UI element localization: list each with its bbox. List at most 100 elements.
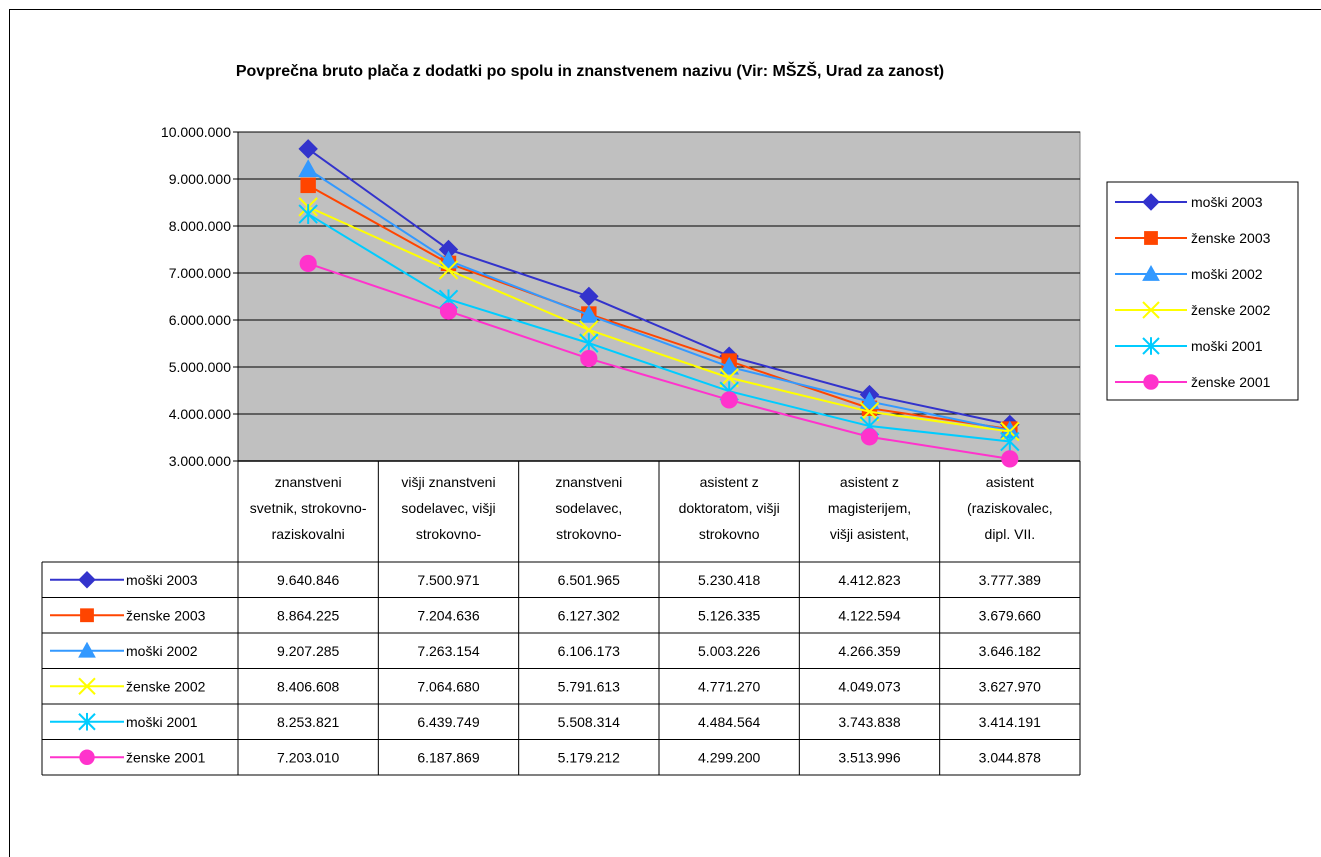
legend-entry: ženske 2001 (1115, 374, 1271, 390)
table-cell: 4.266.359 (838, 643, 900, 659)
legend-key-marker (1143, 374, 1159, 390)
legend-key-marker (1142, 264, 1160, 281)
table-cell: 3.627.970 (979, 678, 1041, 694)
series-line (307, 184, 1010, 431)
row-key-marker (79, 749, 95, 765)
category-label: asistent z (700, 474, 759, 490)
row-key-marker (78, 641, 96, 658)
data-point (719, 368, 739, 388)
legend-key-marker (1142, 193, 1160, 211)
data-point (300, 177, 316, 194)
table-cell: 5.126.335 (698, 607, 760, 623)
table-row: ženske 2001 7.203.010 6.187.869 5.179.212 4.… (50, 749, 1041, 765)
table-cell: 5.791.613 (558, 678, 620, 694)
table-cell: 6.127.302 (558, 607, 620, 623)
category-label: raziskovalni (272, 526, 345, 542)
table-cell: 4.049.073 (838, 678, 900, 694)
data-point (439, 302, 458, 320)
table-cell: 8.864.225 (277, 607, 339, 623)
table-cell: 4.122.594 (838, 607, 900, 623)
category-label: sodelavec, višji (401, 500, 495, 516)
legend-label: ženske 2003 (1191, 230, 1271, 246)
row-key-marker (78, 677, 96, 695)
table-cell: 3.513.996 (838, 749, 900, 765)
category-label: strokovno- (416, 526, 482, 542)
table-row: ženske 2003 8.864.225 7.204.636 6.127.302 5.… (50, 607, 1041, 623)
chart-title: Povprečna bruto plača z dodatki po spolu… (236, 61, 944, 80)
chart-frame (9, 9, 1321, 857)
table-cell: 6.501.965 (558, 572, 620, 588)
legend-key-marker (1144, 231, 1158, 245)
legend-box (1106, 181, 1299, 401)
data-table: znanstveni svetnik, strokovno-raziskovaln… (41, 461, 1081, 776)
table-cell: 5.230.418 (698, 572, 760, 588)
row-key-marker (78, 712, 96, 731)
data-point (1001, 450, 1019, 468)
data-point (719, 356, 740, 375)
series-line (307, 262, 1010, 460)
row-label: moški 2003 (126, 572, 198, 588)
table-cell: 7.263.154 (417, 643, 479, 659)
legend-entry: moški 2003 (1115, 193, 1263, 211)
table-cell: 6.187.869 (417, 749, 479, 765)
table-cell: 7.064.680 (417, 678, 479, 694)
table-cell: 7.203.010 (277, 749, 339, 765)
table-cell: 7.204.636 (417, 607, 479, 623)
table-row: moški 2002 9.207.285 7.263.154 6.106.173 5.0… (50, 641, 1041, 659)
data-point (579, 333, 599, 354)
table-cell: 3.646.182 (979, 643, 1041, 659)
legend: moški 2003 ženske 2003 moški 2002 ženske 20… (1106, 181, 1299, 401)
row-label: ženske 2001 (126, 749, 206, 765)
category-label: asistent z (840, 474, 899, 490)
table-cell: 4.299.200 (698, 749, 760, 765)
row-label: moški 2002 (126, 643, 198, 659)
category-label: višji asistent, (830, 526, 909, 542)
category-label: asistent (986, 474, 1034, 490)
table-cell: 6.106.173 (558, 643, 620, 659)
data-point (580, 349, 598, 368)
category-label: svetnik, strokovno- (250, 500, 367, 516)
category-label: (raziskovalec, (967, 500, 1053, 516)
data-point (859, 401, 880, 422)
table-cell: 5.179.212 (558, 749, 620, 765)
row-label: ženske 2002 (126, 678, 206, 694)
table-cell: 8.253.821 (277, 714, 339, 730)
table-row: moški 2003 9.640.846 7.500.971 6.501.965 5.2… (50, 571, 1041, 589)
y-tick-label: 5.000.000 (169, 359, 231, 375)
legend-label: moški 2003 (1191, 194, 1263, 210)
series-line (307, 213, 1010, 443)
legend-label: ženske 2002 (1191, 302, 1271, 318)
table-row: moški 2001 8.253.821 6.439.749 5.508.314 4.4… (50, 712, 1041, 731)
series-line (307, 205, 1010, 433)
y-tick-label: 6.000.000 (169, 312, 231, 328)
y-tick-label: 3.000.000 (169, 453, 231, 469)
category-label: znanstveni (555, 474, 622, 490)
table-cell: 7.500.971 (417, 572, 479, 588)
series-6 (299, 254, 1019, 468)
legend-key-marker (1142, 337, 1160, 355)
data-point (299, 254, 317, 273)
series-4 (298, 197, 1020, 442)
y-tick-label: 10.000.000 (161, 124, 231, 140)
category-label: strokovno (699, 526, 760, 542)
y-tick-label: 4.000.000 (169, 406, 231, 422)
category-label: doktoratom, višji (679, 500, 780, 516)
series-line (307, 148, 1011, 426)
category-label: magisterijem, (828, 500, 911, 516)
table-cell: 9.207.285 (277, 643, 339, 659)
legend-key-marker (1142, 301, 1160, 319)
data-point (720, 391, 738, 409)
legend-label: moški 2001 (1191, 338, 1263, 354)
data-point (1000, 421, 1020, 442)
table-cell: 3.679.660 (979, 607, 1041, 623)
y-tick-label: 8.000.000 (169, 218, 231, 234)
table-cell: 6.439.749 (417, 714, 479, 730)
data-point (578, 304, 599, 323)
table-cell: 4.484.564 (698, 714, 760, 730)
plot-area: 3.000.000 4.000.000 5.000.000 6.000.000 7.00… (161, 124, 1081, 469)
category-label: znanstveni (275, 474, 342, 490)
data-point (298, 204, 318, 224)
row-key-marker (78, 571, 96, 589)
series-3 (298, 159, 1020, 439)
